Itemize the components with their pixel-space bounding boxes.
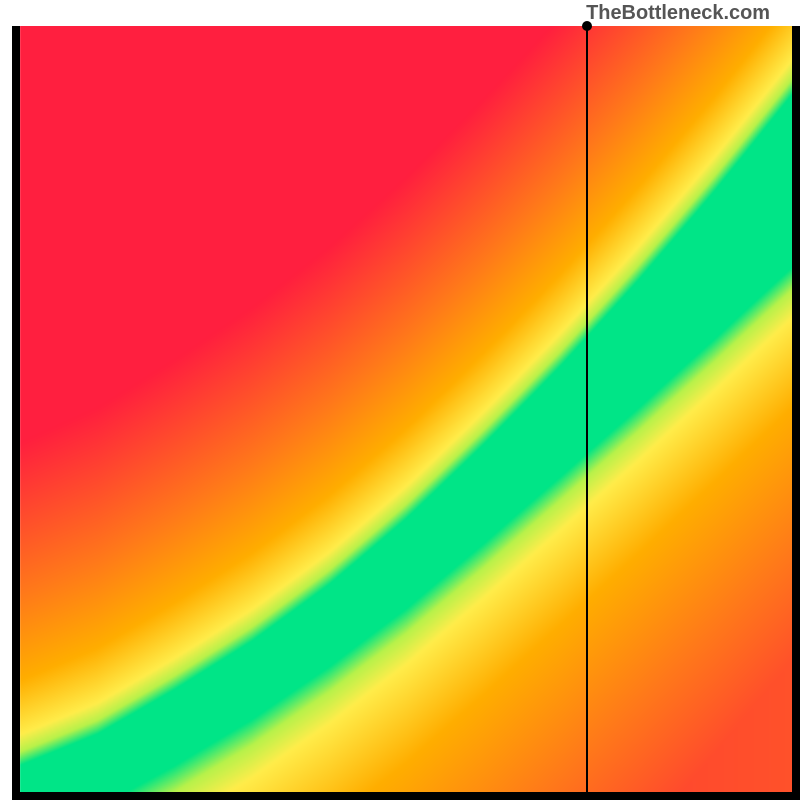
chart-container [0, 26, 800, 800]
watermark-text: TheBottleneck.com [586, 2, 770, 25]
axis-left [12, 26, 20, 792]
heatmap-canvas [0, 26, 800, 800]
marker-vertical-line [586, 26, 588, 792]
axis-bottom [12, 792, 800, 800]
axis-right [792, 26, 800, 792]
